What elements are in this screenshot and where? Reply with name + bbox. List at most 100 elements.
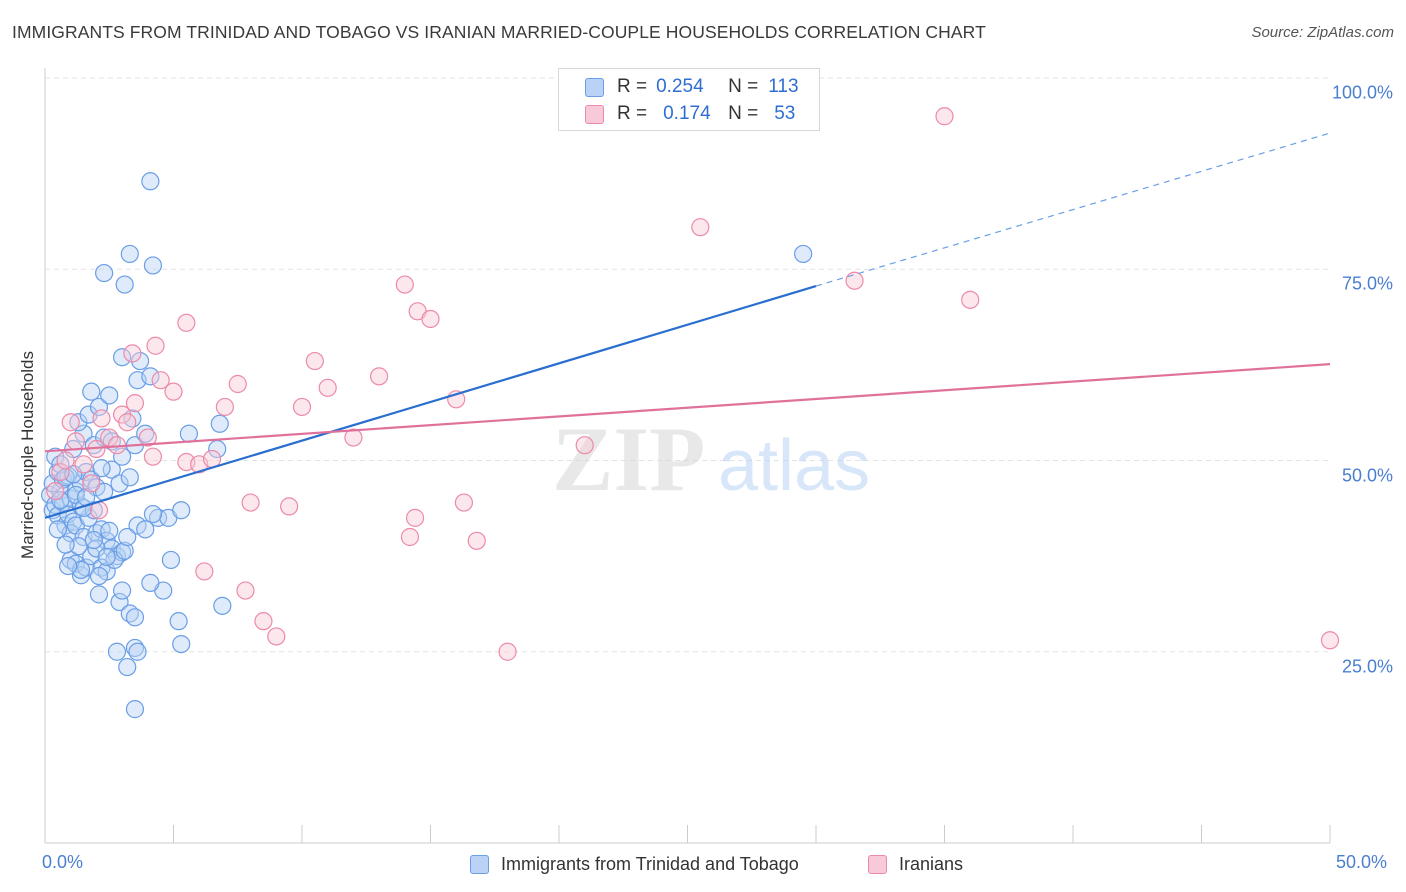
data-point-trinidad-tobago bbox=[92, 459, 111, 478]
data-point-iranians bbox=[66, 432, 85, 451]
data-point-trinidad-tobago bbox=[118, 657, 137, 677]
data-point-iranians bbox=[236, 581, 255, 600]
bottom-legend-label: Iranians bbox=[899, 853, 964, 874]
data-point-trinidad-tobago bbox=[115, 275, 134, 294]
gridlines bbox=[45, 77, 1330, 653]
trend-line-trinidad-tobago bbox=[44, 285, 817, 519]
data-point-trinidad-tobago bbox=[110, 592, 129, 612]
data-point-iranians bbox=[318, 378, 337, 397]
y-tick-label: 50.0% bbox=[1341, 465, 1393, 485]
data-point-trinidad-tobago bbox=[100, 521, 119, 540]
data-point-iranians bbox=[146, 336, 165, 355]
y-tick-label: 25.0% bbox=[1341, 656, 1393, 677]
data-point-trinidad-tobago bbox=[97, 547, 116, 566]
watermark-zip: ZIP bbox=[552, 408, 705, 510]
bottom-legend-swatch-pink bbox=[868, 854, 887, 874]
data-point-trinidad-tobago bbox=[161, 550, 181, 570]
bottom-legend-item-trinidad-tobago: Immigrants from Trinidad and Tobago bbox=[470, 852, 799, 876]
data-point-iranians bbox=[215, 397, 234, 417]
data-point-trinidad-tobago bbox=[74, 424, 93, 443]
trend-lines bbox=[44, 132, 1331, 519]
series-trinidad-tobago-points bbox=[41, 172, 813, 719]
series-iranians-points bbox=[46, 107, 1340, 661]
bottom-legend-swatch-blue bbox=[470, 854, 489, 874]
data-point-trinidad-tobago bbox=[141, 172, 160, 191]
data-point-iranians bbox=[195, 562, 214, 581]
legend-row-pink: R = 0.174 N = 53 bbox=[585, 103, 795, 125]
data-point-trinidad-tobago bbox=[120, 244, 139, 264]
y-tick-label: 100.0% bbox=[1331, 82, 1393, 103]
x-tick-label-min: 0.0% bbox=[42, 852, 84, 872]
data-point-trinidad-tobago bbox=[143, 256, 163, 275]
data-point-iranians bbox=[51, 462, 70, 482]
data-point-iranians bbox=[421, 309, 440, 329]
data-point-iranians bbox=[228, 374, 247, 394]
data-point-iranians bbox=[92, 409, 111, 428]
data-point-iranians bbox=[961, 290, 980, 309]
legend-swatch-pink bbox=[585, 104, 604, 124]
data-point-trinidad-tobago bbox=[130, 351, 150, 371]
data-point-trinidad-tobago bbox=[69, 413, 88, 432]
data-point-trinidad-tobago bbox=[210, 414, 229, 433]
data-point-iranians bbox=[267, 627, 286, 646]
axes bbox=[44, 68, 1331, 844]
watermark: ZIP atlas bbox=[552, 408, 870, 510]
data-point-iranians bbox=[125, 394, 145, 413]
y-tick-label: 75.0% bbox=[1341, 273, 1393, 294]
data-point-iranians bbox=[56, 451, 75, 470]
data-point-trinidad-tobago bbox=[59, 556, 78, 576]
data-point-iranians bbox=[82, 474, 101, 493]
data-point-iranians bbox=[143, 447, 163, 466]
data-point-iranians bbox=[123, 344, 142, 363]
legend-n-label: N = bbox=[728, 76, 759, 97]
legend-r-label: R = bbox=[617, 76, 648, 97]
data-point-iranians bbox=[164, 382, 183, 401]
data-point-iranians bbox=[405, 508, 425, 527]
data-point-iranians bbox=[46, 482, 65, 501]
data-point-trinidad-tobago bbox=[56, 535, 75, 554]
legend-n-label: N = bbox=[728, 103, 759, 124]
data-point-trinidad-tobago bbox=[100, 386, 119, 405]
data-point-iranians bbox=[305, 351, 324, 371]
data-point-iranians bbox=[241, 493, 260, 512]
watermark-atlas: atlas bbox=[718, 426, 870, 506]
data-point-trinidad-tobago bbox=[84, 530, 103, 550]
data-point-trinidad-tobago bbox=[89, 566, 109, 586]
data-point-iranians bbox=[177, 313, 196, 332]
data-point-trinidad-tobago bbox=[128, 642, 147, 661]
x-tick-label-max: 50.0% bbox=[1336, 852, 1388, 872]
data-point-iranians bbox=[74, 455, 93, 474]
data-point-trinidad-tobago bbox=[172, 634, 191, 654]
data-point-iranians bbox=[292, 397, 312, 417]
data-point-iranians bbox=[370, 367, 389, 386]
data-point-trinidad-tobago bbox=[143, 504, 163, 524]
data-point-iranians bbox=[467, 531, 486, 550]
legend-swatch-blue bbox=[585, 77, 604, 97]
data-point-iranians bbox=[575, 436, 594, 455]
data-point-trinidad-tobago bbox=[213, 596, 232, 615]
trend-line-trinidad-tobago-extension bbox=[815, 132, 1331, 287]
legend-r-label: R = bbox=[617, 103, 648, 124]
data-point-trinidad-tobago bbox=[51, 482, 70, 501]
data-point-iranians bbox=[254, 612, 273, 631]
legend-r-value: 0.254 bbox=[656, 76, 704, 97]
legend: R = 0.254 N = 113 R = 0.174 N = 53 bbox=[558, 68, 820, 131]
data-point-iranians bbox=[344, 428, 363, 447]
legend-n-value: 53 bbox=[774, 103, 796, 124]
bottom-legend-label: Immigrants from Trinidad and Tobago bbox=[501, 853, 799, 874]
data-point-iranians bbox=[498, 642, 517, 661]
trend-line-iranians bbox=[44, 363, 1331, 453]
data-point-iranians bbox=[845, 271, 864, 290]
source-label: Source: ZipAtlas.com bbox=[1251, 24, 1394, 41]
data-point-trinidad-tobago bbox=[112, 581, 132, 600]
data-point-iranians bbox=[1320, 631, 1340, 650]
data-point-trinidad-tobago bbox=[89, 397, 109, 417]
chart-title: IMMIGRANTS FROM TRINIDAD AND TOBAGO VS I… bbox=[12, 22, 986, 42]
data-point-iranians bbox=[935, 107, 954, 126]
data-point-trinidad-tobago bbox=[107, 642, 127, 661]
data-point-trinidad-tobago bbox=[82, 382, 101, 401]
data-point-trinidad-tobago bbox=[95, 263, 114, 283]
data-point-trinidad-tobago bbox=[110, 474, 129, 493]
y-axis-label: Married-couple Households bbox=[18, 351, 37, 559]
